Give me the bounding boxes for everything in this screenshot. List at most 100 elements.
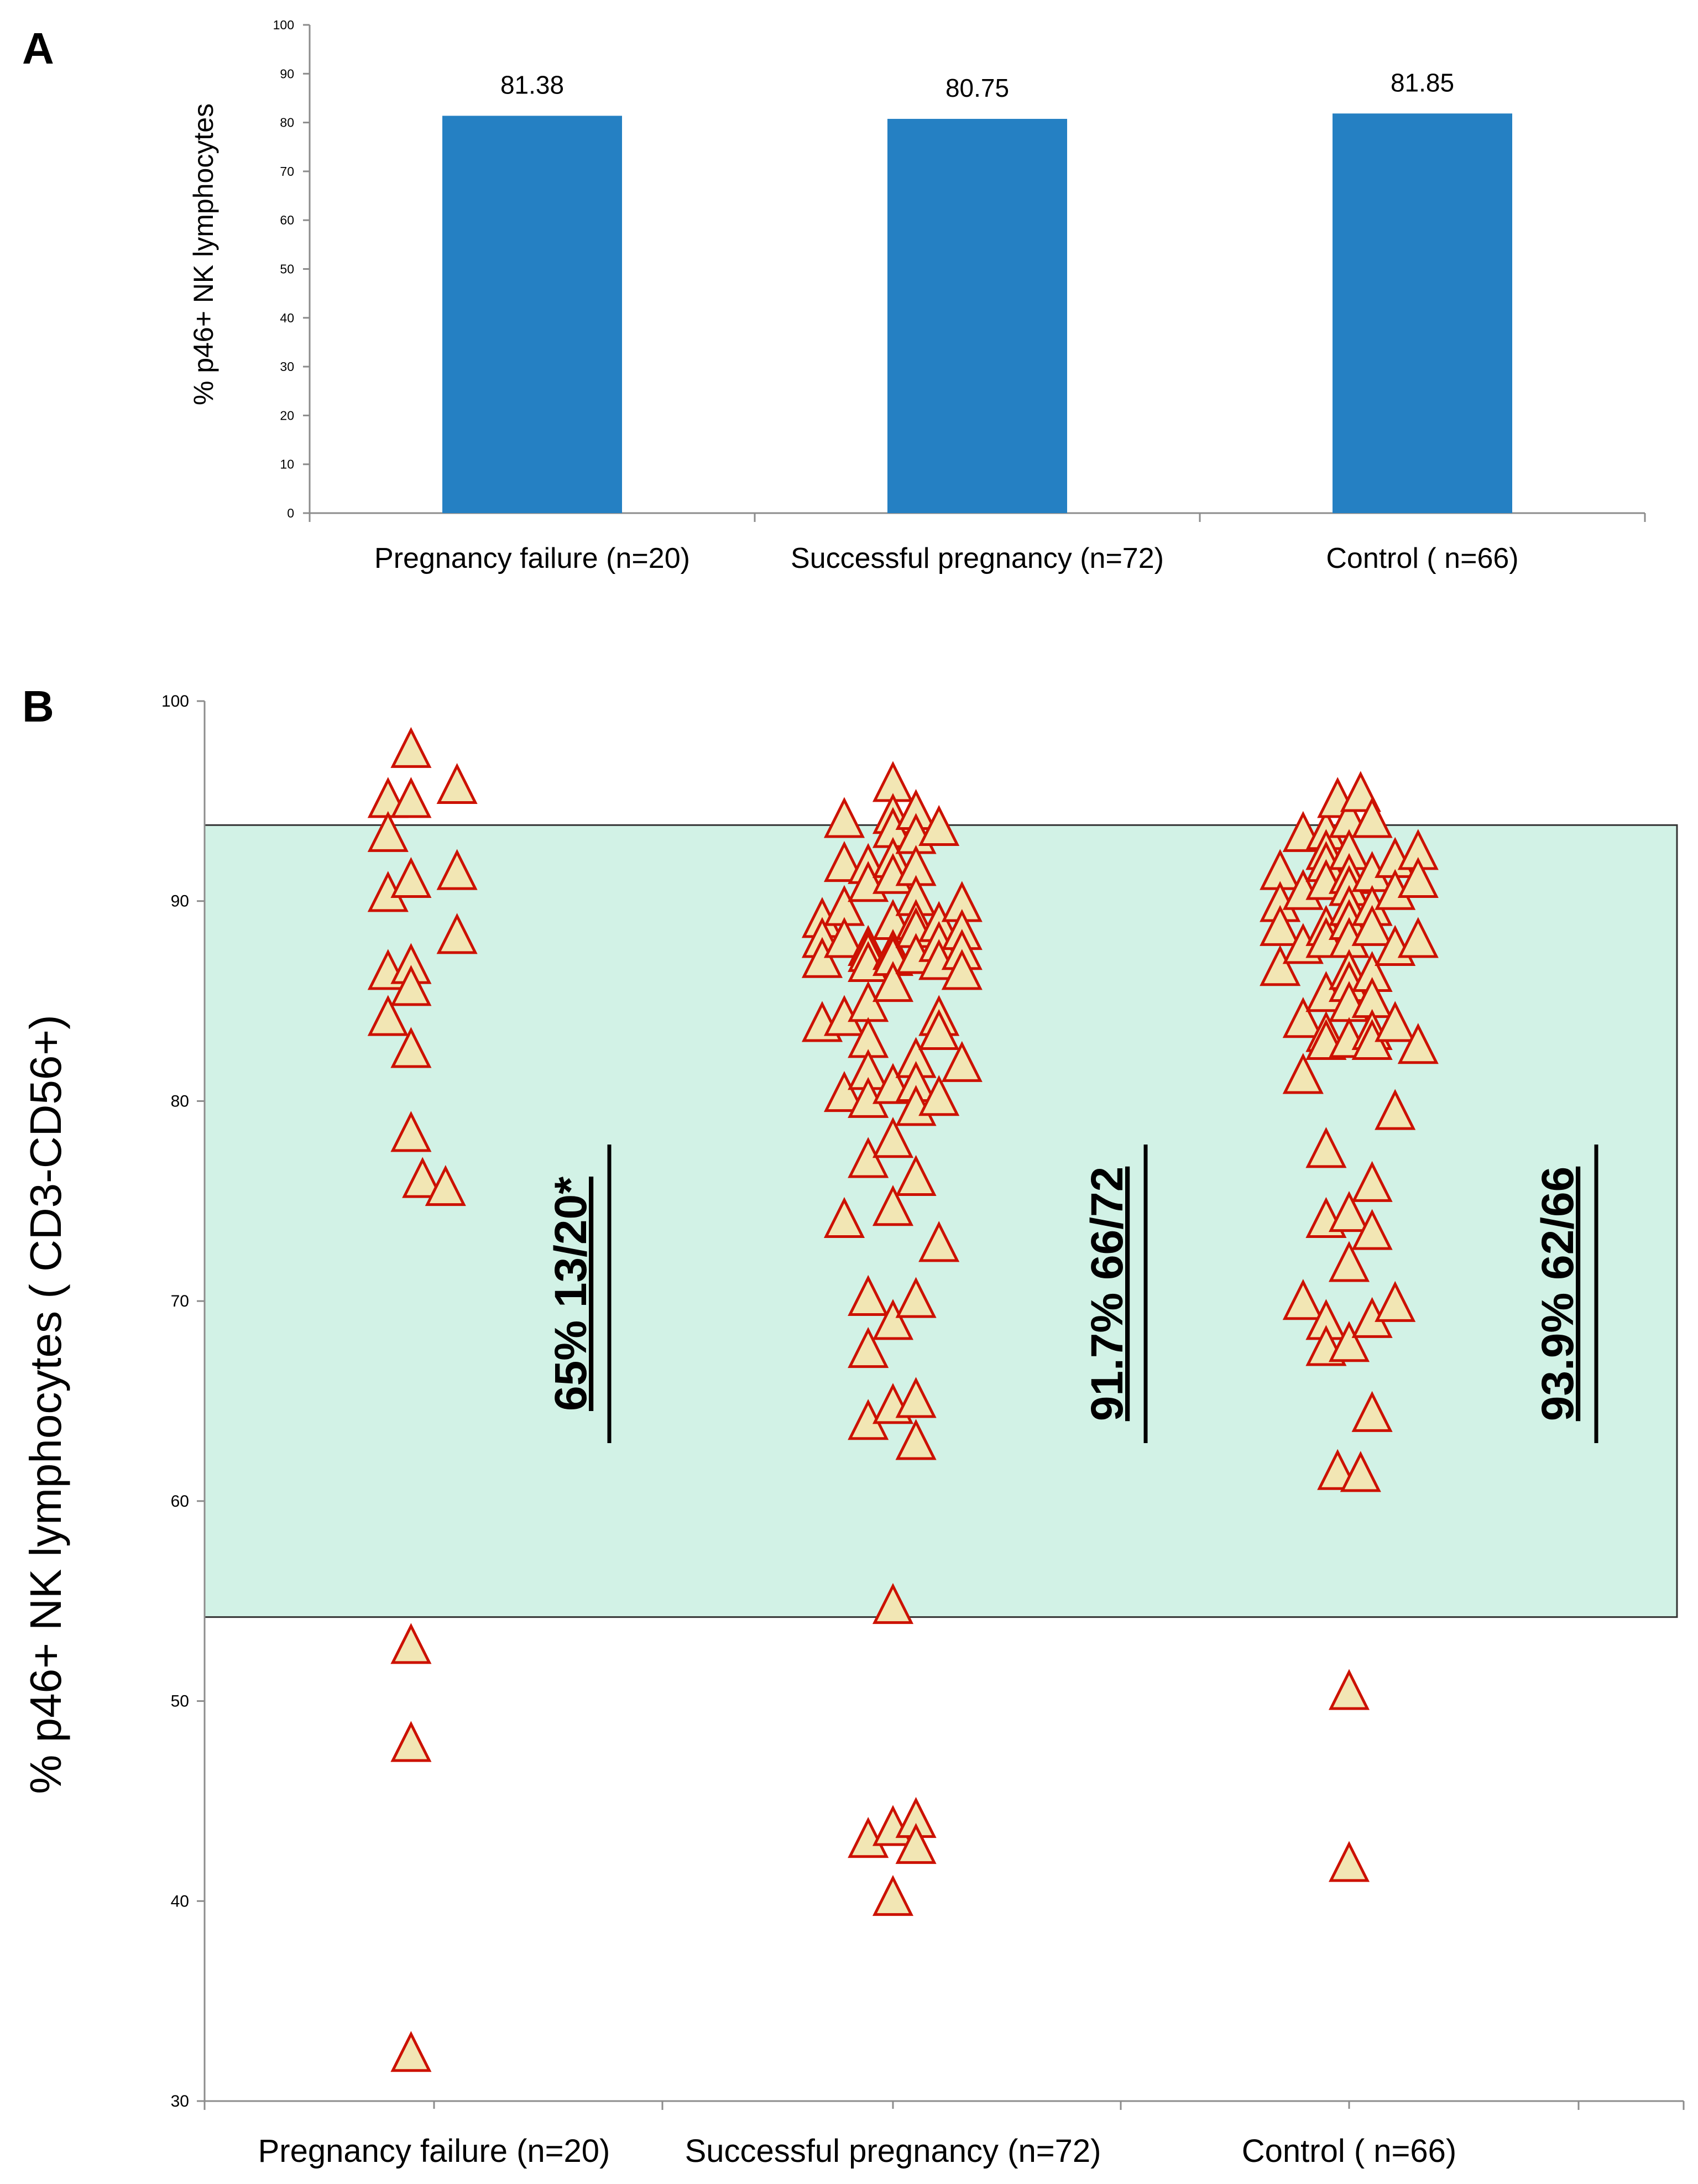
bar [442, 116, 622, 513]
x-category-label-a: Successful pregnancy (n=72) [791, 542, 1164, 574]
data-point-triangle [1328, 1841, 1370, 1882]
bar-value-label: 80.75 [945, 74, 1009, 102]
y-tick-label-b: 50 [171, 1692, 189, 1711]
data-point-triangle [848, 1274, 889, 1316]
data-point-triangle [918, 804, 960, 846]
data-point-triangle [1282, 1053, 1324, 1094]
y-tick-label-b: 40 [171, 1892, 189, 1910]
bar [887, 118, 1067, 514]
y-tick-label-a: 60 [280, 213, 294, 227]
data-point-triangle [367, 811, 409, 852]
data-point-triangle [390, 1027, 432, 1068]
x-category-label-a: Control ( n=66) [1326, 542, 1518, 574]
y-tick-label-a: 30 [280, 359, 294, 374]
annotation-rate: 93.9% 62/66 [1533, 1167, 1583, 1422]
data-point-triangle [436, 913, 478, 954]
data-point-triangle [872, 961, 914, 1002]
data-point-triangle [1328, 1669, 1370, 1710]
data-point-triangle [941, 1041, 983, 1082]
y-axis-title-b: % p46+ NK lymphocytes ( CD3-CD56+) [21, 1015, 70, 1794]
data-point-triangle [1397, 1023, 1439, 1064]
data-point-triangle [1375, 1089, 1416, 1130]
data-point-triangle [1375, 1001, 1416, 1042]
data-point-triangle [1351, 1391, 1393, 1432]
y-tick-label-a: 50 [280, 262, 294, 276]
data-point-triangle [1282, 1279, 1324, 1320]
data-point-triangle [390, 727, 432, 768]
y-tick-label-a: 10 [280, 457, 294, 472]
bar-chart-panel-a: 0 10 20 30 40 50 60 70 80 90 100 81.38 Pregnancy fai… [188, 18, 1646, 574]
y-tick-label-a: 90 [280, 66, 294, 81]
data-point-triangle [895, 1823, 937, 1864]
y-tick-label-a: 70 [280, 164, 294, 179]
bar-value-label: 81.85 [1391, 68, 1454, 97]
data-point-triangle [1397, 856, 1439, 898]
data-point-triangle [390, 965, 432, 1006]
data-point-triangle [1328, 1191, 1370, 1232]
data-point-triangle [436, 762, 478, 804]
data-point-triangle [848, 1137, 889, 1178]
data-point-triangle [1351, 797, 1393, 838]
data-point-triangle [436, 849, 478, 890]
annotation-rate: 91.7% 66/72 [1082, 1167, 1132, 1422]
data-point-triangle [1340, 1451, 1381, 1492]
data-point-triangle [390, 1111, 432, 1152]
scatter-chart-panel-b: 30 40 50 60 70 80 90 100 Pregnancy failure (n=20… [21, 692, 1685, 2169]
data-point-triangle [1260, 905, 1301, 946]
y-tick-label-a: 0 [287, 506, 294, 520]
data-point-triangle [1397, 917, 1439, 958]
data-point-triangle [872, 1299, 914, 1340]
data-point-triangle [895, 1154, 937, 1196]
x-category-label-a: Pregnancy failure (n=20) [374, 542, 690, 574]
data-point-triangle [872, 1875, 914, 1916]
data-point-triangle [895, 1419, 937, 1460]
data-point-triangle [390, 777, 432, 818]
data-point-triangle [848, 1326, 889, 1368]
data-point-triangle [823, 1197, 865, 1238]
data-point-triangle [1260, 945, 1301, 986]
data-point-triangle [1305, 1127, 1347, 1168]
data-point-triangle [390, 856, 432, 898]
data-point-triangle [941, 949, 983, 990]
x-category-label-b: Pregnancy failure (n=20) [258, 2133, 610, 2169]
data-point-triangle [390, 1623, 432, 1664]
bar-value-label: 81.38 [500, 70, 564, 99]
data-point-triangle [367, 995, 409, 1036]
data-point-triangle [823, 797, 865, 838]
y-tick-label-a: 40 [280, 311, 294, 325]
data-point-triangle [895, 1377, 937, 1418]
data-point-triangle [872, 1117, 914, 1158]
y-tick-label-a: 80 [280, 116, 294, 130]
x-category-label-b: Control ( n=66) [1242, 2133, 1456, 2169]
data-point-triangle [390, 1721, 432, 1762]
data-point-triangle [1351, 1161, 1393, 1202]
y-axis-title-a: % p46+ NK lymphocytes [188, 103, 219, 405]
y-tick-label-a: 20 [280, 408, 294, 422]
y-tick-label-b: 60 [171, 1492, 189, 1511]
data-point-triangle [1328, 1241, 1370, 1282]
data-point-triangle [801, 937, 843, 978]
data-point-triangle [872, 1185, 914, 1226]
panel-b-letter: B [22, 682, 54, 731]
panel-a-letter: A [22, 24, 54, 73]
y-tick-label-b: 30 [171, 2092, 189, 2110]
data-point-triangle [895, 1277, 937, 1318]
data-point-triangle [1282, 997, 1324, 1038]
data-point-triangle [918, 1075, 960, 1116]
bar [1333, 113, 1512, 513]
y-tick-label-b: 90 [171, 892, 189, 911]
data-point-triangle [1375, 1281, 1416, 1322]
data-point-triangle [1328, 1321, 1370, 1362]
data-point-triangle [1351, 905, 1393, 946]
data-point-triangle [425, 1164, 466, 1206]
x-category-label-b: Successful pregnancy (n=72) [685, 2133, 1101, 2169]
y-tick-label-b: 100 [161, 692, 189, 710]
data-point-triangle [1351, 1209, 1393, 1250]
y-tick-label-a: 100 [273, 18, 294, 32]
data-point-triangle [402, 1157, 443, 1198]
data-point-triangle [872, 1582, 914, 1624]
data-point-triangle [918, 1221, 960, 1262]
data-point-triangle [823, 1070, 865, 1112]
data-point-triangle [823, 917, 865, 958]
